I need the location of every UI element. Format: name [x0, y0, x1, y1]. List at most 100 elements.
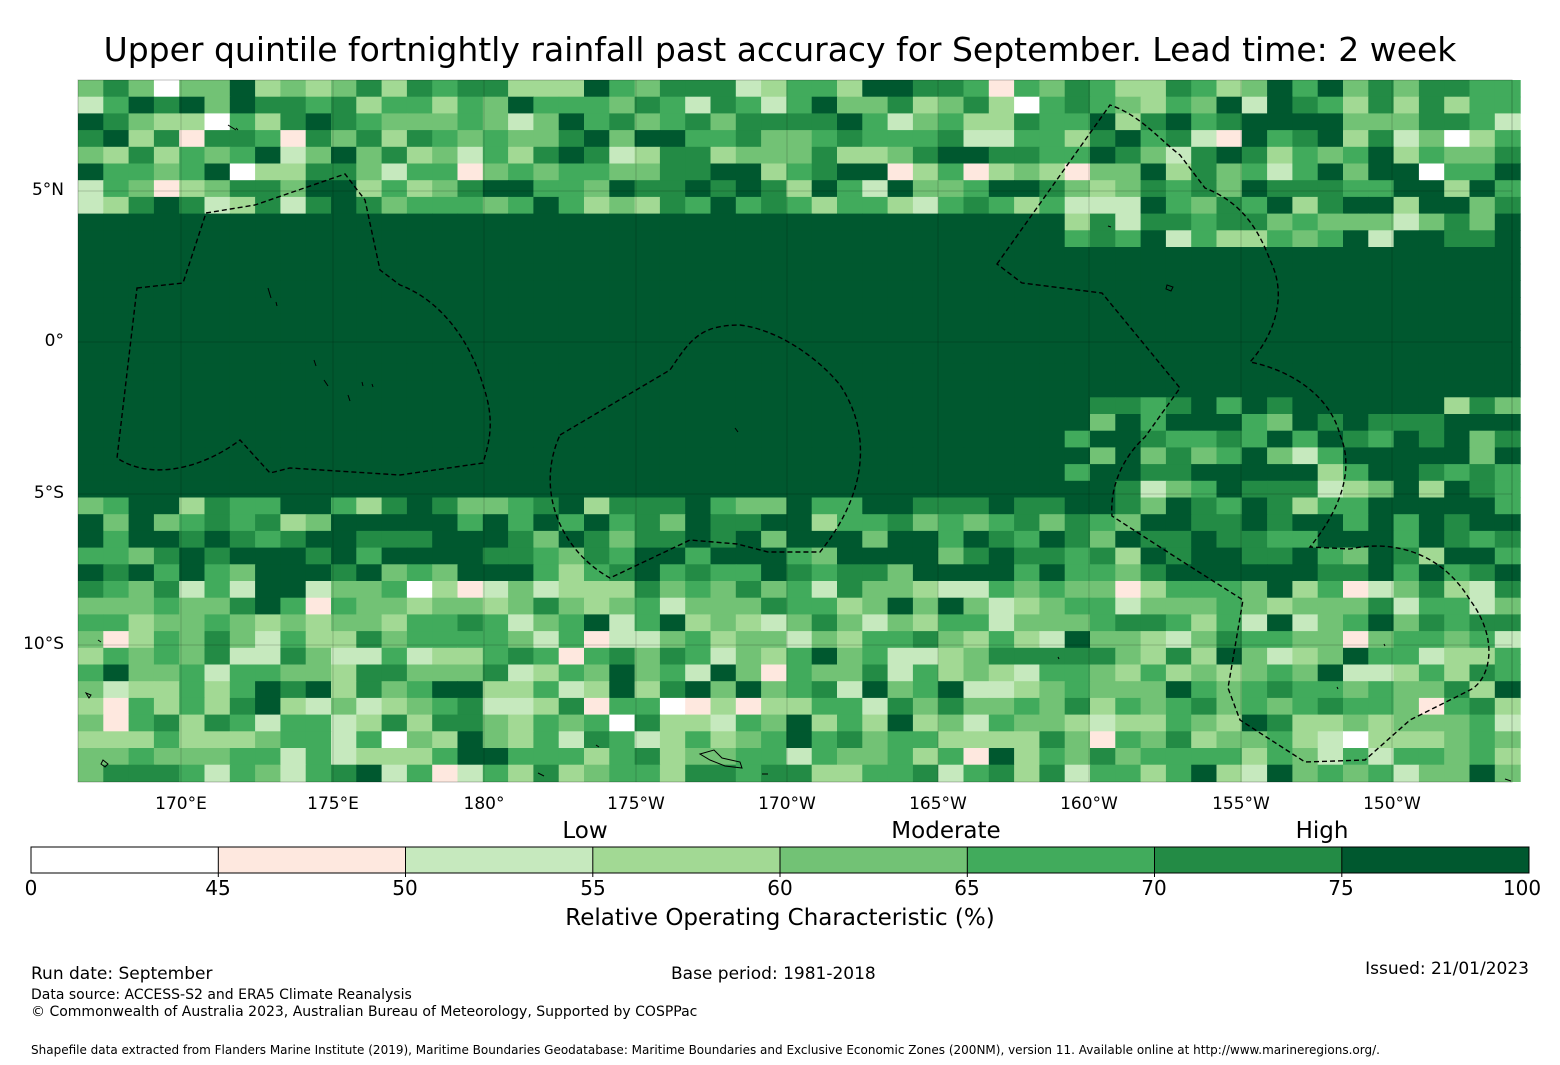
grid-cell: [634, 297, 661, 315]
grid-cell: [1039, 96, 1066, 114]
grid-cell: [153, 280, 180, 298]
grid-cell: [356, 247, 383, 265]
category-label-low: Low: [562, 818, 608, 844]
grid-cell: [1165, 213, 1192, 231]
grid-cell: [1267, 263, 1293, 281]
grid-cell: [255, 647, 281, 666]
grid-cell: [229, 130, 256, 148]
grid-cell: [558, 80, 585, 98]
grid-cell: [1469, 380, 1496, 398]
grid-cell: [229, 464, 256, 482]
grid-cell: [963, 297, 990, 315]
grid-cell: [685, 380, 712, 398]
grid-cell: [229, 213, 256, 231]
grid-cell: [1292, 664, 1319, 682]
grid-cell: [432, 163, 459, 181]
grid-cell: [1165, 397, 1192, 415]
grid-cell: [685, 681, 712, 699]
grid-cell: [103, 514, 130, 532]
grid-cell: [1039, 297, 1066, 315]
grid-cell: [331, 564, 357, 582]
grid-cell: [1418, 247, 1445, 265]
grid-cell: [1039, 130, 1066, 148]
grid-cell: [331, 113, 357, 131]
grid-cell: [659, 397, 686, 415]
grid-cell: [305, 764, 332, 782]
grid-cell: [1494, 363, 1521, 382]
grid-cell: [811, 547, 838, 565]
grid-cell: [179, 263, 206, 281]
grid-cell: [103, 263, 130, 281]
grid-cell: [533, 96, 560, 114]
grid-cell: [1090, 146, 1116, 165]
grid-cell: [912, 514, 939, 532]
grid-cell: [381, 631, 408, 649]
grid-cell: [887, 213, 914, 231]
grid-cell: [837, 80, 863, 98]
grid-cell: [280, 80, 307, 98]
grid-cell: [1494, 96, 1521, 114]
grid-cell: [1343, 497, 1369, 515]
grid-cell: [963, 380, 990, 398]
grid-cell: [1165, 748, 1192, 766]
grid-cell: [305, 280, 332, 298]
grid-cell: [862, 514, 889, 532]
grid-cell: [1115, 130, 1142, 148]
grid-cell: [381, 263, 408, 281]
grid-cell: [153, 113, 180, 131]
grid-cell: [179, 196, 206, 215]
grid-cell: [533, 297, 560, 315]
grid-cell: [862, 397, 889, 415]
grid-cell: [963, 480, 990, 499]
grid-cell: [710, 113, 737, 131]
grid-cell: [1267, 347, 1293, 365]
grid-cell: [710, 230, 737, 248]
grid-cell: [938, 497, 965, 515]
grid-cell: [432, 631, 459, 649]
grid-cell: [1418, 196, 1445, 215]
grid-cell: [179, 397, 206, 415]
grid-cell: [103, 564, 130, 582]
grid-cell: [179, 514, 206, 532]
grid-cell: [255, 530, 281, 549]
grid-cell: [508, 163, 534, 181]
grid-cell: [229, 414, 256, 432]
grid-cell: [179, 163, 206, 181]
grid-cell: [938, 681, 965, 699]
grid-cell: [938, 581, 965, 599]
grid-cell: [457, 547, 484, 565]
grid-cell: [280, 263, 307, 281]
grid-cell: [305, 631, 332, 649]
grid-cell: [1039, 697, 1066, 716]
grid-cell: [204, 130, 231, 148]
grid-cell: [1343, 330, 1369, 348]
grid-cell: [78, 96, 104, 114]
grid-cell: [1418, 464, 1445, 482]
grid-cell: [128, 597, 155, 615]
grid-cell: [1090, 213, 1116, 231]
grid-cell: [685, 581, 712, 599]
grid-cell: [811, 714, 838, 732]
grid-cell: [1368, 280, 1395, 298]
grid-cell: [78, 280, 104, 298]
grid-cell: [1165, 664, 1192, 682]
grid-cell: [1191, 280, 1218, 298]
grid-cell: [1317, 714, 1344, 732]
grid-cell: [1165, 731, 1192, 749]
grid-cell: [786, 748, 813, 766]
grid-cell: [128, 80, 155, 98]
grid-cell: [179, 297, 206, 315]
grid-cell: [584, 397, 610, 415]
grid-cell: [710, 564, 737, 582]
grid-cell: [887, 414, 914, 432]
grid-cell: [1140, 330, 1167, 348]
grid-cell: [280, 464, 307, 482]
grid-cell: [558, 731, 585, 749]
grid-cell: [482, 464, 509, 482]
grid-cell: [735, 464, 762, 482]
grid-cell: [837, 764, 863, 782]
grid-cell: [609, 196, 636, 215]
grid-cell: [988, 697, 1015, 716]
grid-cell: [229, 163, 256, 181]
grid-cell: [1115, 530, 1142, 549]
